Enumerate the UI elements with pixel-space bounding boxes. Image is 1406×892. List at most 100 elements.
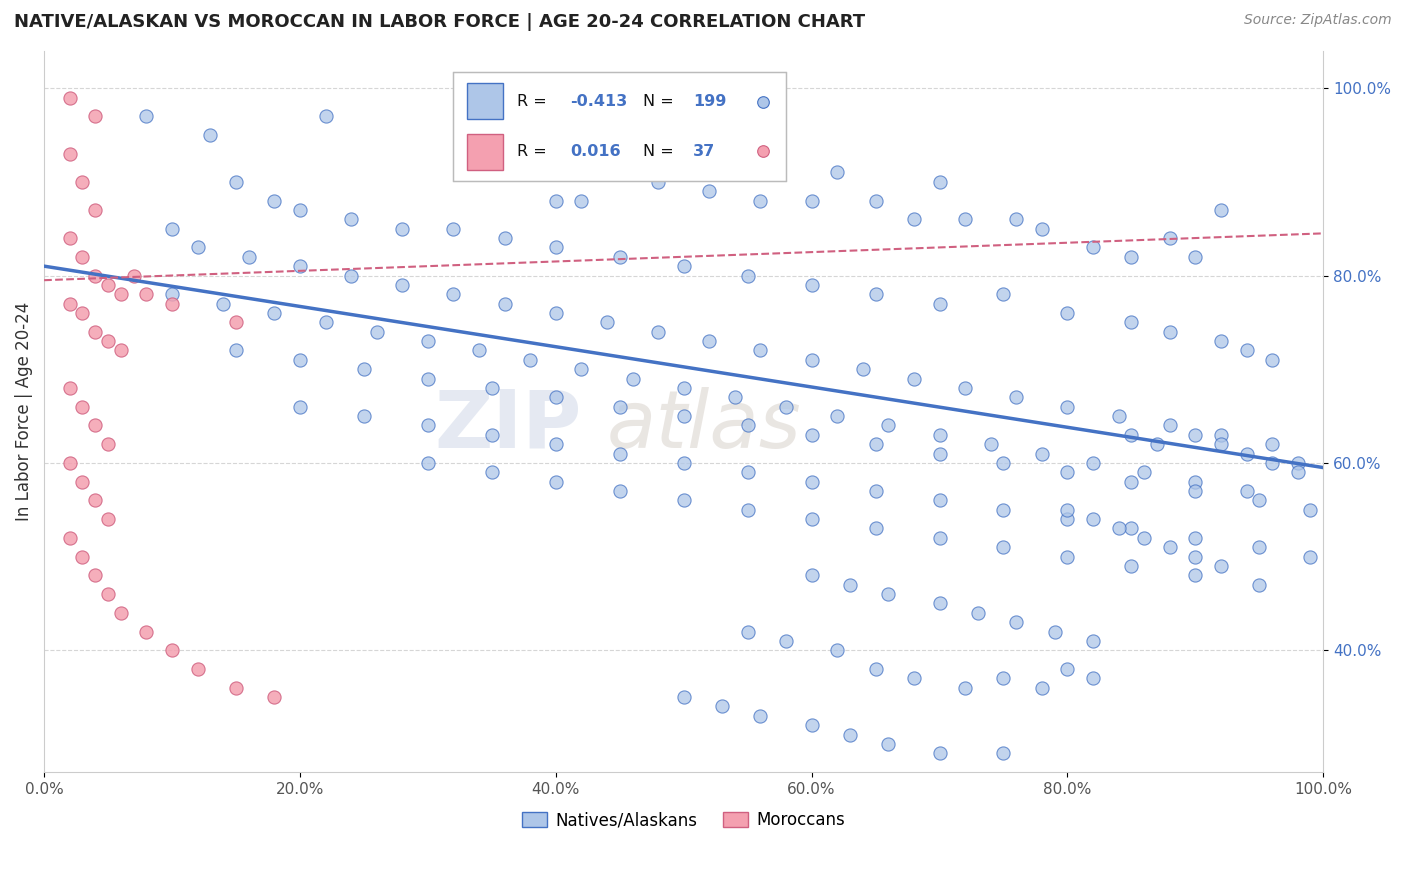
- Point: [97, 587, 120, 601]
- Point: [59, 146, 82, 161]
- Point: [672, 259, 695, 273]
- Point: [609, 483, 631, 498]
- Point: [135, 624, 157, 639]
- Point: [84, 268, 107, 283]
- Point: [1056, 400, 1078, 414]
- Point: [187, 240, 209, 254]
- Point: [84, 418, 107, 433]
- Point: [288, 352, 311, 367]
- Point: [315, 315, 337, 329]
- Point: [110, 606, 132, 620]
- Point: [1159, 418, 1181, 433]
- Point: [865, 194, 887, 208]
- Point: [225, 681, 247, 695]
- Point: [544, 306, 567, 320]
- Point: [865, 287, 887, 301]
- Point: [928, 493, 950, 508]
- Point: [609, 400, 631, 414]
- Point: [953, 212, 976, 227]
- Text: atlas: atlas: [607, 387, 801, 465]
- Point: [596, 315, 619, 329]
- Point: [72, 549, 94, 564]
- Point: [903, 671, 925, 685]
- Point: [353, 409, 375, 423]
- Point: [288, 400, 311, 414]
- Point: [72, 400, 94, 414]
- Point: [544, 475, 567, 489]
- Point: [749, 709, 772, 723]
- Point: [544, 194, 567, 208]
- Point: [59, 381, 82, 395]
- Point: [1236, 446, 1258, 460]
- Point: [993, 502, 1015, 516]
- Point: [1121, 558, 1143, 573]
- Point: [1249, 493, 1271, 508]
- Text: NATIVE/ALASKAN VS MOROCCAN IN LABOR FORCE | AGE 20-24 CORRELATION CHART: NATIVE/ALASKAN VS MOROCCAN IN LABOR FORC…: [14, 13, 865, 31]
- Point: [928, 446, 950, 460]
- Point: [928, 427, 950, 442]
- Point: [1184, 531, 1206, 545]
- Point: [1121, 521, 1143, 535]
- Point: [1031, 681, 1053, 695]
- Point: [468, 343, 491, 358]
- Point: [1056, 306, 1078, 320]
- Point: [1209, 334, 1232, 348]
- Point: [1159, 325, 1181, 339]
- Point: [1081, 671, 1104, 685]
- Point: [1209, 202, 1232, 217]
- Point: [225, 343, 247, 358]
- Point: [443, 221, 465, 235]
- Point: [928, 296, 950, 310]
- Point: [1236, 483, 1258, 498]
- Point: [97, 277, 120, 292]
- Point: [1133, 465, 1156, 479]
- Point: [160, 287, 183, 301]
- Point: [877, 418, 900, 433]
- Point: [1159, 540, 1181, 554]
- Point: [288, 202, 311, 217]
- Point: [825, 409, 848, 423]
- Point: [1184, 568, 1206, 582]
- Point: [160, 643, 183, 657]
- Point: [697, 334, 720, 348]
- Point: [72, 475, 94, 489]
- Point: [200, 128, 222, 142]
- Point: [711, 699, 734, 714]
- Point: [391, 277, 413, 292]
- Point: [1031, 221, 1053, 235]
- Point: [1184, 250, 1206, 264]
- Point: [494, 231, 516, 245]
- Point: [800, 568, 823, 582]
- Point: [59, 531, 82, 545]
- Point: [672, 456, 695, 470]
- Point: [1081, 240, 1104, 254]
- Point: [481, 465, 503, 479]
- Point: [749, 343, 772, 358]
- Point: [749, 194, 772, 208]
- Point: [1159, 231, 1181, 245]
- Point: [825, 643, 848, 657]
- Point: [59, 90, 82, 104]
- Point: [340, 212, 363, 227]
- Point: [1299, 502, 1322, 516]
- Point: [903, 371, 925, 385]
- Point: [1056, 502, 1078, 516]
- Point: [993, 287, 1015, 301]
- Point: [737, 624, 759, 639]
- Point: [609, 250, 631, 264]
- Point: [187, 662, 209, 676]
- Point: [288, 259, 311, 273]
- Point: [84, 568, 107, 582]
- Point: [72, 250, 94, 264]
- Y-axis label: In Labor Force | Age 20-24: In Labor Force | Age 20-24: [15, 301, 32, 521]
- Point: [1236, 343, 1258, 358]
- Point: [263, 306, 285, 320]
- Point: [59, 456, 82, 470]
- Point: [160, 296, 183, 310]
- Point: [569, 194, 592, 208]
- Point: [647, 175, 669, 189]
- Point: [928, 596, 950, 610]
- Point: [97, 334, 120, 348]
- Point: [160, 221, 183, 235]
- Point: [1133, 531, 1156, 545]
